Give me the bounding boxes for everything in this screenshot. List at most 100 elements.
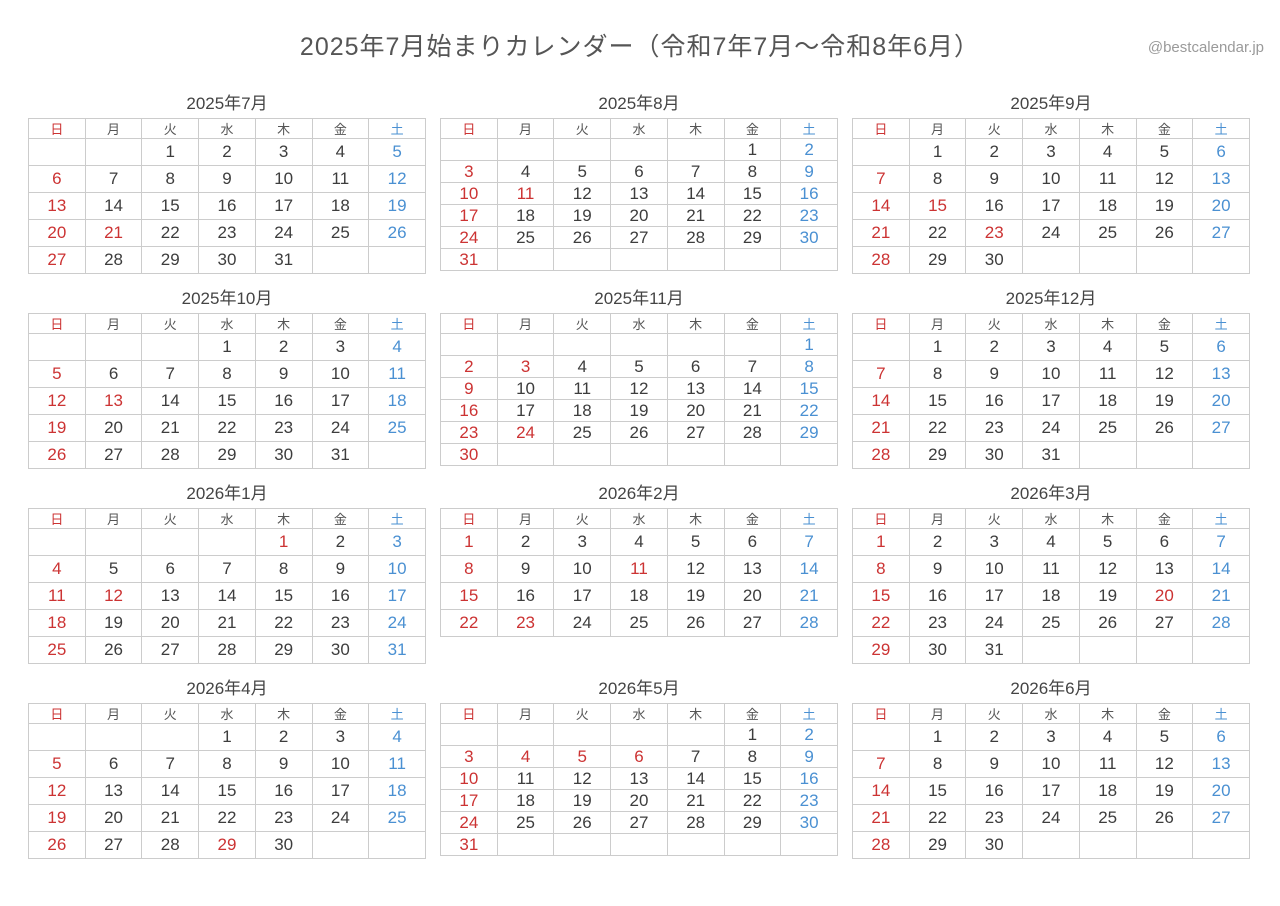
weekday-header: 火 <box>141 703 200 724</box>
empty-cell <box>610 248 668 271</box>
day-cell-7: 7 <box>723 355 782 378</box>
day-cell-6: 6 <box>1135 528 1194 556</box>
weekday-header: 日 <box>852 118 910 139</box>
weekday-header-row: 日月火水木金土 <box>28 118 426 139</box>
day-cell-16: 16 <box>908 582 967 610</box>
weekday-header: 土 <box>368 313 426 334</box>
day-cell-6: 6 <box>723 528 782 556</box>
day-cell-17: 17 <box>311 777 370 805</box>
day-cell-19: 19 <box>84 609 143 637</box>
day-cell-30: 30 <box>965 831 1024 859</box>
day-cell-10: 10 <box>1022 750 1080 778</box>
week-row: 28 29 30 31 <box>852 441 1250 469</box>
week-row: 25 26 27 28 29 30 31 <box>28 636 426 664</box>
empty-cell <box>553 138 612 161</box>
weekday-header: 金 <box>723 703 782 724</box>
empty-cell <box>1135 441 1194 469</box>
weekday-header-row: 日月火水木金土 <box>852 118 1250 139</box>
weekday-header: 土 <box>1192 313 1250 334</box>
day-cell-27: 27 <box>141 636 200 664</box>
day-cell-8: 8 <box>908 750 967 778</box>
day-cell-13: 13 <box>723 555 782 583</box>
month-2026-01: 2026年1月日月火水木金土 1 2 3 4 5 6 7 8 9 10 11 12 13 14 15 16 17 1… <box>28 484 426 679</box>
day-cell-14: 14 <box>198 582 256 610</box>
day-cell-10: 10 <box>254 165 313 193</box>
day-cell-15: 15 <box>723 767 782 790</box>
month-2026-04: 2026年4月日月火水木金土 1 2 3 4 5 6 7 8 9 10 11 12 13 14 15 16 17 1… <box>28 679 426 874</box>
day-cell-25: 25 <box>610 609 668 637</box>
day-cell-26: 26 <box>1135 414 1194 442</box>
day-cell-13: 13 <box>1192 360 1250 388</box>
day-cell-12: 12 <box>28 777 86 805</box>
day-cell-23: 23 <box>311 609 370 637</box>
week-row: 14 15 16 17 18 19 20 <box>852 387 1250 415</box>
day-cell-19: 19 <box>610 399 668 422</box>
week-row: 21 22 23 24 25 26 27 <box>852 219 1250 247</box>
weekday-header: 金 <box>311 703 370 724</box>
empty-cell <box>1135 246 1194 274</box>
empty-cell <box>666 833 725 856</box>
day-cell-4: 4 <box>28 555 86 583</box>
day-cell-27: 27 <box>610 811 668 834</box>
week-row: 7 8 9 10 11 12 13 <box>852 360 1250 388</box>
day-cell-12: 12 <box>1135 360 1194 388</box>
day-cell-4: 4 <box>496 160 555 183</box>
day-cell-28: 28 <box>666 811 725 834</box>
day-cell-12: 12 <box>1135 165 1194 193</box>
month-title: 2026年5月 <box>598 679 680 698</box>
day-cell-27: 27 <box>1135 609 1194 637</box>
empty-cell <box>1192 246 1250 274</box>
weekday-header: 木 <box>254 118 313 139</box>
day-cell-25: 25 <box>311 219 370 247</box>
day-cell-28: 28 <box>780 609 838 637</box>
weekday-header: 月 <box>496 508 555 529</box>
day-cell-10: 10 <box>496 377 555 400</box>
empty-cell <box>1192 831 1250 859</box>
weekday-header: 土 <box>780 313 838 334</box>
day-cell-3: 3 <box>1022 723 1080 751</box>
day-cell-9: 9 <box>965 360 1024 388</box>
month-title: 2026年3月 <box>1010 484 1092 503</box>
weekday-header: 日 <box>852 703 910 724</box>
day-cell-13: 13 <box>84 777 143 805</box>
day-cell-27: 27 <box>1192 414 1250 442</box>
day-cell-20: 20 <box>1192 192 1250 220</box>
empty-cell <box>1078 246 1137 274</box>
empty-cell <box>440 723 498 746</box>
day-cell-7: 7 <box>1192 528 1250 556</box>
week-row: 21 22 23 24 25 26 27 <box>852 414 1250 442</box>
day-cell-16: 16 <box>440 399 498 422</box>
day-cell-27: 27 <box>610 226 668 249</box>
day-cell-11: 11 <box>1022 555 1080 583</box>
empty-cell <box>723 248 782 271</box>
day-cell-29: 29 <box>254 636 313 664</box>
day-cell-22: 22 <box>440 609 498 637</box>
day-cell-26: 26 <box>553 811 612 834</box>
month-title: 2025年7月 <box>186 94 268 113</box>
day-cell-22: 22 <box>141 219 200 247</box>
day-cell-30: 30 <box>965 246 1024 274</box>
weekday-header-row: 日月火水木金土 <box>28 313 426 334</box>
week-row: 8 9 10 11 12 13 14 <box>852 555 1250 583</box>
day-cell-23: 23 <box>496 609 555 637</box>
day-cell-22: 22 <box>254 609 313 637</box>
day-cell-31: 31 <box>440 833 498 856</box>
day-cell-10: 10 <box>553 555 612 583</box>
weekday-header: 金 <box>1135 703 1194 724</box>
week-row: 14 15 16 17 18 19 20 <box>852 192 1250 220</box>
day-cell-25: 25 <box>496 226 555 249</box>
day-cell-8: 8 <box>198 360 256 388</box>
day-cell-7: 7 <box>198 555 256 583</box>
day-cell-7: 7 <box>852 360 910 388</box>
day-cell-20: 20 <box>610 204 668 227</box>
weekday-header: 日 <box>852 313 910 334</box>
empty-cell <box>553 333 612 356</box>
day-cell-1: 1 <box>908 723 967 751</box>
day-cell-23: 23 <box>780 789 838 812</box>
day-cell-16: 16 <box>254 387 313 415</box>
day-cell-23: 23 <box>965 804 1024 832</box>
day-cell-18: 18 <box>28 609 86 637</box>
